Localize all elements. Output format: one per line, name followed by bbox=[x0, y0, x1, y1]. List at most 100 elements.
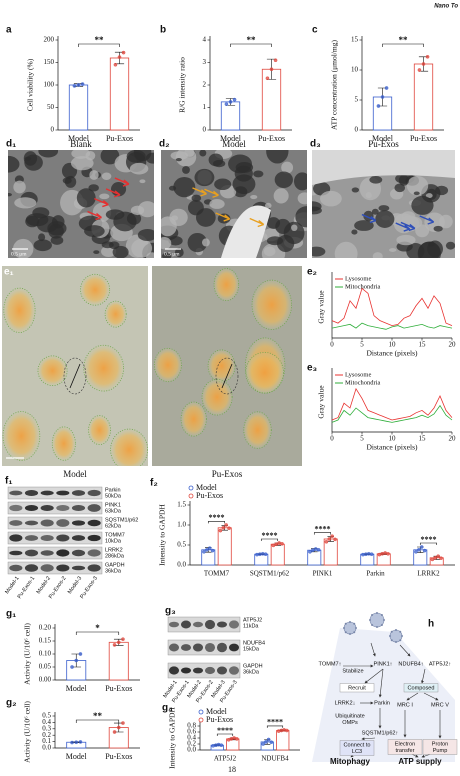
organelle bbox=[253, 170, 264, 178]
y-axis-label: Cell viability (%) bbox=[26, 58, 35, 111]
data-point bbox=[70, 665, 74, 669]
diagram-box bbox=[422, 739, 458, 755]
blot-row-size: 50kDa bbox=[105, 493, 122, 499]
data-point bbox=[425, 55, 430, 59]
organelle bbox=[281, 161, 294, 174]
blot-band bbox=[24, 505, 39, 511]
bar bbox=[217, 527, 232, 566]
data-point bbox=[330, 534, 334, 539]
organelle bbox=[105, 209, 125, 220]
x-tick-label: 20 bbox=[449, 435, 457, 443]
significance-label: **** bbox=[262, 531, 278, 540]
panel-label: d₂ bbox=[159, 139, 170, 150]
significance-label: ** bbox=[95, 35, 105, 45]
blot-band bbox=[216, 666, 228, 675]
vacuole bbox=[221, 205, 271, 258]
organelle bbox=[137, 228, 154, 242]
journal-header: Nano To bbox=[434, 4, 458, 10]
organelle bbox=[13, 180, 26, 194]
panel-label: e₃ bbox=[307, 363, 318, 374]
diagram-arrow bbox=[421, 668, 426, 684]
blot-band bbox=[180, 620, 192, 629]
y-tick-label: 0.15 bbox=[39, 637, 52, 645]
diagram-text: PINK1↑ bbox=[374, 661, 393, 667]
cell bbox=[110, 428, 148, 466]
data-point bbox=[224, 102, 229, 106]
blot-band bbox=[87, 519, 101, 527]
panel-label: h bbox=[428, 619, 434, 630]
arrow bbox=[204, 188, 219, 198]
data-point bbox=[263, 552, 268, 557]
organelle bbox=[291, 224, 298, 232]
panel-label: d₁ bbox=[6, 139, 16, 150]
organelle bbox=[62, 177, 72, 184]
data-point bbox=[74, 740, 79, 745]
organelle bbox=[182, 165, 190, 174]
organelle bbox=[24, 154, 43, 171]
organelle bbox=[445, 241, 455, 250]
bar bbox=[220, 101, 241, 131]
data-point bbox=[116, 725, 121, 730]
arrow bbox=[94, 197, 109, 208]
blot-band bbox=[56, 534, 70, 542]
diagram-text: TOMM7↑ bbox=[319, 661, 342, 667]
diagram-text: Pump bbox=[433, 748, 448, 754]
x-tick-label: LRRK2 bbox=[417, 570, 440, 578]
data-point bbox=[285, 728, 289, 733]
diagram-box bbox=[403, 683, 439, 693]
x-tick-label: 10 bbox=[389, 435, 397, 443]
blot-band bbox=[87, 564, 101, 572]
y-tick-label: 0.0 bbox=[177, 561, 186, 569]
organelle bbox=[174, 247, 184, 258]
diagram-arrow bbox=[364, 668, 384, 684]
significance-bracket bbox=[419, 542, 438, 545]
organelle bbox=[250, 194, 258, 200]
data-point bbox=[117, 55, 122, 59]
data-point bbox=[433, 556, 438, 560]
fluorescence-image bbox=[152, 266, 302, 466]
diagram-text: Connect to bbox=[343, 742, 370, 748]
blot-band bbox=[40, 534, 54, 542]
data-point bbox=[414, 550, 418, 554]
exosome-protein bbox=[380, 614, 383, 617]
micrograph-title: Model bbox=[222, 139, 246, 149]
exosome-protein bbox=[380, 623, 383, 626]
cell bbox=[104, 300, 127, 328]
organelle bbox=[76, 188, 96, 208]
cell bbox=[153, 347, 182, 383]
cell bbox=[201, 378, 233, 416]
x-axis-label: Distance (pixels) bbox=[366, 443, 418, 452]
arrow bbox=[361, 213, 377, 224]
blot-strip bbox=[7, 516, 103, 530]
blot-band bbox=[40, 550, 54, 556]
legend-label: Model bbox=[206, 707, 228, 716]
data-point bbox=[324, 540, 329, 544]
data-point bbox=[121, 721, 125, 725]
data-point bbox=[308, 550, 312, 554]
data-point bbox=[113, 62, 118, 67]
blot-row-name: TOMM7 bbox=[105, 532, 125, 538]
cell bbox=[2, 411, 41, 461]
y-tick-label: 1 bbox=[203, 103, 207, 111]
arrow bbox=[249, 217, 265, 228]
y-axis-label: ATP concentration (μmol/mg) bbox=[330, 40, 339, 130]
y-tick-label: 100 bbox=[44, 81, 55, 89]
exosome-protein bbox=[375, 612, 378, 614]
organelle bbox=[266, 236, 284, 246]
data-point bbox=[273, 58, 278, 63]
organelle bbox=[295, 206, 307, 228]
organelle bbox=[417, 241, 442, 258]
cell bbox=[80, 273, 111, 306]
blot-row-size: 36kDa bbox=[243, 669, 260, 675]
exosome-protein bbox=[371, 614, 374, 617]
panel-label: g₁ bbox=[6, 609, 16, 620]
y-tick-label: 0.05 bbox=[39, 663, 52, 671]
bar bbox=[109, 57, 130, 131]
fluor-content bbox=[2, 273, 148, 466]
organelle bbox=[131, 238, 153, 258]
organelle bbox=[214, 178, 232, 191]
cell bbox=[83, 344, 124, 392]
significance-bracket bbox=[266, 725, 284, 728]
micrograph bbox=[8, 150, 154, 258]
